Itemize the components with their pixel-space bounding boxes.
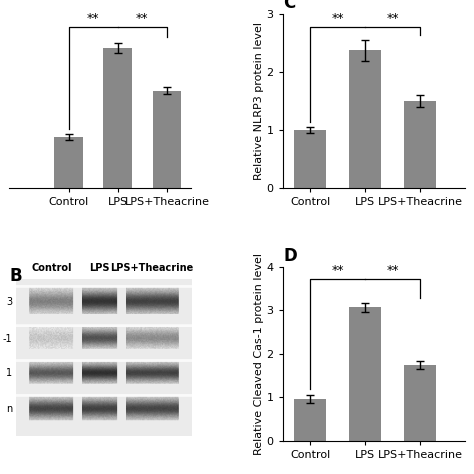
Text: C: C [283,0,296,12]
Text: **: ** [387,264,399,277]
Bar [153,91,181,188]
Y-axis label: Relative Cleaved Cas-1 protein level: Relative Cleaved Cas-1 protein level [254,253,264,455]
Text: Control: Control [31,263,72,273]
Text: 3: 3 [6,297,12,307]
Y-axis label: Relative NLRP3 protein level: Relative NLRP3 protein level [254,22,264,180]
Text: **: ** [331,264,344,277]
Bar [103,48,132,188]
Text: **: ** [136,12,148,25]
Text: 1: 1 [6,368,12,378]
Text: LPS+Theacrine: LPS+Theacrine [110,263,194,273]
Text: **: ** [387,12,399,25]
Bar [349,307,381,441]
Bar [294,399,326,441]
Text: B: B [9,267,22,285]
Bar [54,137,83,188]
Bar [349,50,381,188]
Text: D: D [283,247,297,265]
Text: **: ** [331,12,344,25]
Bar [404,101,437,188]
Text: LPS: LPS [90,263,110,273]
Bar [404,365,437,441]
Text: n: n [6,404,12,414]
Text: -1: -1 [2,334,12,344]
Text: **: ** [87,12,100,25]
Bar [294,130,326,188]
